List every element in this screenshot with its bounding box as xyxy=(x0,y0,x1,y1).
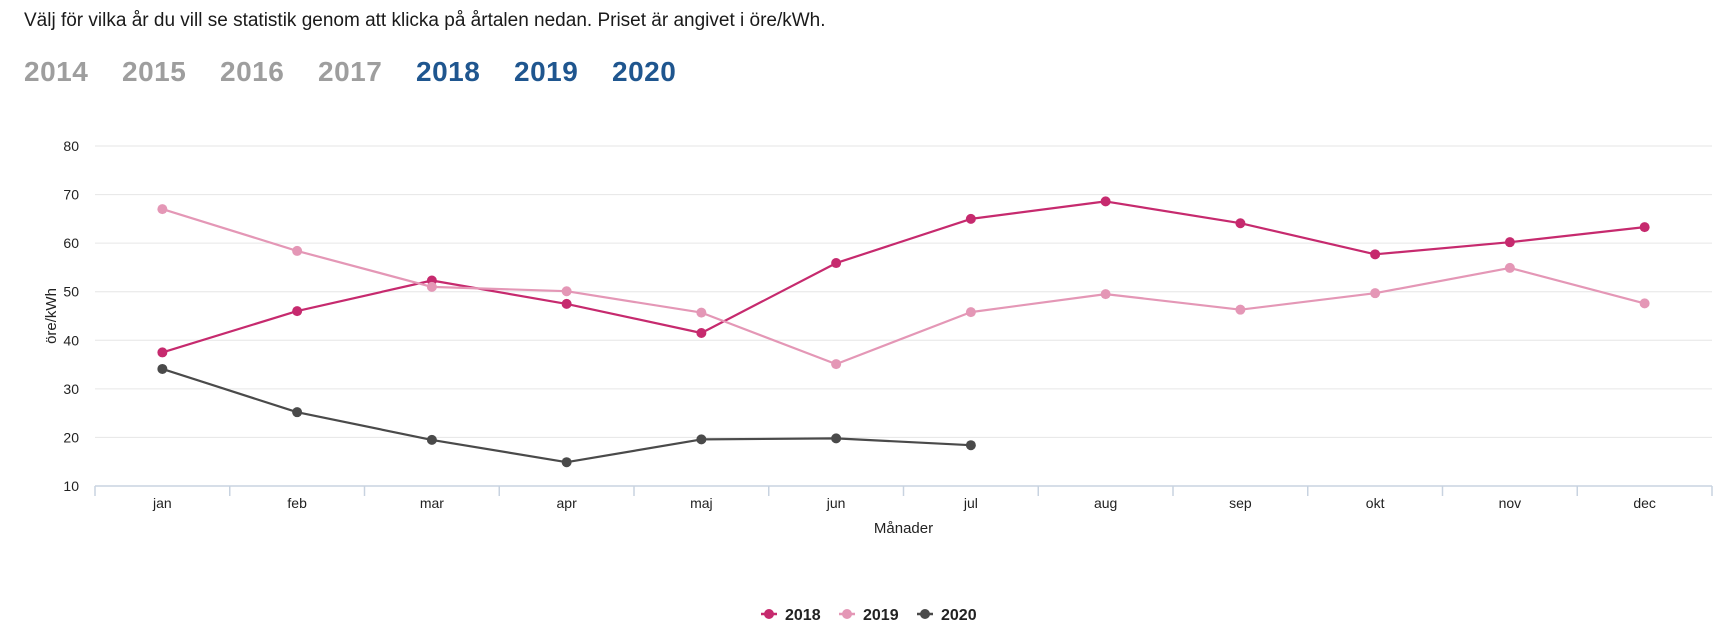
data-point[interactable] xyxy=(831,258,842,269)
data-point[interactable] xyxy=(1504,237,1515,248)
x-tick-label: jun xyxy=(826,495,846,511)
year-toggle-2015[interactable]: 2015 xyxy=(122,56,187,87)
x-tick-label: aug xyxy=(1094,495,1117,511)
year-toggle-2018[interactable]: 2018 xyxy=(416,56,481,87)
year-toggle-2014[interactable]: 2014 xyxy=(24,56,89,87)
x-tick-label: jul xyxy=(963,495,978,511)
series-2019 xyxy=(157,204,1650,370)
y-tick-label: 60 xyxy=(63,235,79,251)
legend-swatch-marker xyxy=(842,609,852,619)
y-tick-label: 10 xyxy=(63,478,79,494)
series-line-2020 xyxy=(162,367,971,464)
data-point[interactable] xyxy=(696,307,707,318)
data-point[interactable] xyxy=(157,204,168,215)
x-tick-label: dec xyxy=(1633,495,1656,511)
data-point[interactable] xyxy=(1504,262,1515,273)
year-toggle-2016[interactable]: 2016 xyxy=(220,56,285,87)
legend-swatch-marker xyxy=(920,609,930,619)
year-toggle-2019[interactable]: 2019 xyxy=(514,56,579,87)
data-point[interactable] xyxy=(1639,298,1650,309)
year-selector: 2014 2015 2016 2017 2018 2019 2020 xyxy=(24,56,710,88)
data-point[interactable] xyxy=(1235,218,1246,229)
y-tick-label: 70 xyxy=(63,187,79,203)
data-point[interactable] xyxy=(1100,196,1111,207)
intro-text: Välj för vilka år du vill se statistik g… xyxy=(24,10,826,31)
data-point[interactable] xyxy=(696,328,707,338)
data-point[interactable] xyxy=(561,298,572,309)
data-point[interactable] xyxy=(831,433,842,444)
data-point[interactable] xyxy=(696,434,707,445)
x-tick-label: sep xyxy=(1229,495,1252,511)
x-tick-label: nov xyxy=(1499,495,1522,511)
data-point[interactable] xyxy=(1235,304,1246,315)
legend-item-2020[interactable]: 2020 xyxy=(917,607,977,624)
x-axis-ticks: jan feb mar apr maj jun jul aug sep okt nov dec xyxy=(152,495,1656,511)
x-axis xyxy=(94,485,1713,496)
x-tick-label: mar xyxy=(420,495,444,511)
data-point[interactable] xyxy=(157,347,168,358)
x-tick-label: okt xyxy=(1366,495,1385,511)
series-line-2019 xyxy=(162,208,1645,366)
grid-lines xyxy=(95,145,1712,438)
x-tick-label: apr xyxy=(557,495,578,511)
series-2020 xyxy=(157,363,976,468)
x-tick-label: maj xyxy=(690,495,713,511)
data-point[interactable] xyxy=(965,307,976,318)
x-tick-label: jan xyxy=(152,495,172,511)
x-axis-title: Månader xyxy=(874,520,933,537)
data-point[interactable] xyxy=(965,213,976,224)
y-tick-label: 40 xyxy=(63,332,79,348)
data-point[interactable] xyxy=(965,440,976,451)
data-point[interactable] xyxy=(561,457,572,468)
data-point[interactable] xyxy=(426,434,437,445)
data-point[interactable] xyxy=(1639,222,1650,233)
data-point[interactable] xyxy=(1100,289,1111,300)
data-point[interactable] xyxy=(292,306,303,317)
series-line-2018 xyxy=(162,200,1645,354)
data-point[interactable] xyxy=(1370,288,1381,299)
year-toggle-2017[interactable]: 2017 xyxy=(318,56,383,87)
data-point[interactable] xyxy=(157,363,168,374)
data-point[interactable] xyxy=(426,281,437,292)
legend-item-2018[interactable]: 2018 xyxy=(761,607,821,624)
legend-label: 2020 xyxy=(941,607,977,624)
y-tick-label: 80 xyxy=(63,138,79,154)
data-point[interactable] xyxy=(561,286,572,297)
y-tick-label: 50 xyxy=(63,284,79,300)
x-tick-label: feb xyxy=(287,495,307,511)
year-toggle-2020[interactable]: 2020 xyxy=(612,56,677,87)
series-2018 xyxy=(157,196,1650,358)
legend-swatch-marker xyxy=(764,609,774,619)
data-point[interactable] xyxy=(292,407,303,418)
y-tick-label: 20 xyxy=(63,429,79,445)
series-group xyxy=(157,196,1650,468)
legend-label: 2019 xyxy=(863,607,899,624)
legend-item-2019[interactable]: 2019 xyxy=(839,607,899,624)
y-tick-label: 30 xyxy=(63,381,79,397)
y-axis-ticks: 10 20 30 40 50 60 70 80 xyxy=(63,138,79,494)
data-point[interactable] xyxy=(292,245,303,256)
legend[interactable]: 2018 2019 2020 xyxy=(761,607,977,624)
data-point[interactable] xyxy=(1370,249,1381,260)
y-axis-title: öre/kWh xyxy=(43,288,60,344)
legend-label: 2018 xyxy=(785,607,821,624)
data-point[interactable] xyxy=(831,359,842,370)
